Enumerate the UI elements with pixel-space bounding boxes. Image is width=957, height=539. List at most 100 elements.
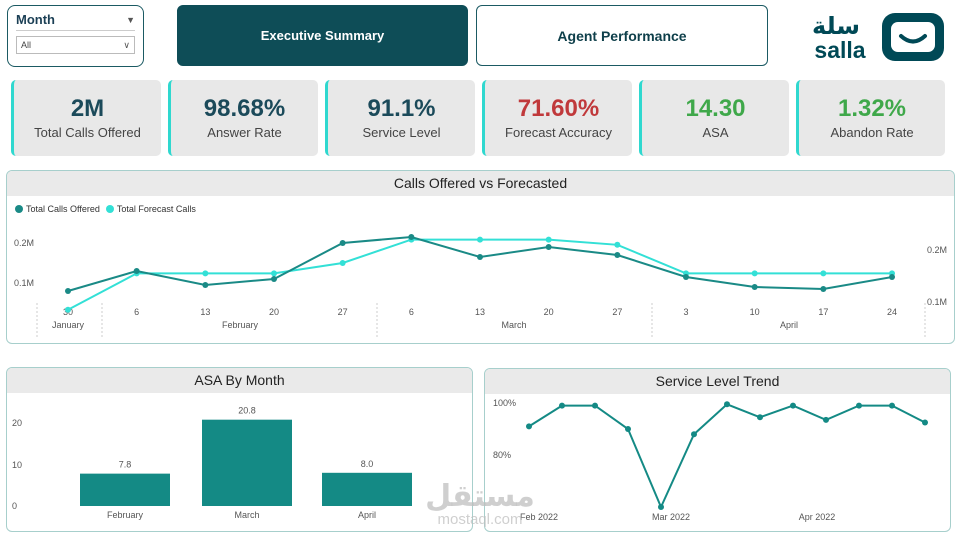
- data-point: [477, 254, 483, 260]
- kpi-card-forecast-accuracy: 71.60% Forecast Accuracy: [482, 80, 632, 156]
- x-tick-label: 6: [134, 307, 139, 317]
- data-point: [339, 260, 346, 266]
- series-line: [528, 403, 926, 510]
- chart-legend: Total Calls Offered Total Forecast Calls: [15, 204, 196, 214]
- logo-latin-text: salla: [814, 37, 865, 63]
- data-point: [658, 504, 664, 510]
- data-point: [202, 270, 209, 277]
- x-tick-label: April: [358, 510, 376, 520]
- x-tick-label: 20: [544, 307, 554, 317]
- kpi-label: Answer Rate: [207, 125, 282, 140]
- kpi-value: 14.30: [685, 95, 746, 122]
- slicer-title: Month: [16, 12, 55, 27]
- data-point: [477, 236, 483, 243]
- chart-title: Calls Offered vs Forecasted: [7, 171, 954, 196]
- x-tick-label: 17: [818, 307, 828, 317]
- month-label: March: [501, 320, 526, 330]
- y-tick-label: 80%: [493, 450, 511, 460]
- data-point: [592, 402, 598, 409]
- data-point: [757, 414, 763, 421]
- executive-summary-label: Executive Summary: [260, 28, 385, 43]
- x-tick-label: 27: [612, 307, 622, 317]
- data-point: [889, 402, 895, 409]
- kpi-card-answer-rate: 98.68% Answer Rate: [168, 80, 318, 156]
- y-tick-label: 0: [12, 501, 17, 511]
- data-point: [559, 402, 565, 409]
- executive-summary-button[interactable]: Executive Summary: [177, 5, 468, 66]
- x-tick-label: Mar 2022: [652, 512, 690, 522]
- x-tick-label: 24: [887, 307, 897, 317]
- kpi-label: Abandon Rate: [830, 125, 914, 140]
- agent-performance-button[interactable]: Agent Performance: [476, 5, 768, 66]
- shopping-bag-icon: [882, 13, 944, 61]
- y-left-tick-label: 0.2M: [14, 238, 34, 248]
- chevron-down-icon[interactable]: ∨: [123, 39, 130, 50]
- x-tick-label: 10: [750, 307, 760, 317]
- chart-title: ASA By Month: [7, 368, 472, 393]
- kpi-label: ASA: [702, 125, 729, 140]
- month-slicer[interactable]: Month ▼ All ∨: [7, 5, 144, 67]
- kpi-card-abandon-rate: 1.32% Abandon Rate: [796, 80, 945, 156]
- month-label: February: [222, 320, 259, 330]
- data-point: [823, 416, 829, 423]
- agent-performance-label: Agent Performance: [557, 27, 687, 44]
- kpi-card-asa: 14.30 ASA: [639, 80, 789, 156]
- kpi-value: 71.60%: [517, 95, 600, 122]
- y-right-tick-label: 0.1M: [927, 297, 947, 307]
- slicer-header[interactable]: Month ▼: [16, 12, 135, 31]
- service-level-line-chart: 100% 80% Feb 2022 Mar 2022 Apr 2022: [493, 398, 928, 522]
- series-line: [67, 235, 893, 292]
- logo-arabic-text: سلة: [812, 12, 860, 40]
- x-tick-label: Feb 2022: [520, 512, 558, 522]
- legend-item[interactable]: Total Calls Offered: [15, 204, 100, 214]
- bar: [202, 419, 292, 506]
- data-point: [65, 306, 71, 313]
- data-point: [526, 423, 532, 430]
- x-tick-label: Apr 2022: [799, 512, 836, 522]
- x-tick-label: 27: [338, 307, 348, 317]
- x-tick-label: 20: [269, 307, 279, 317]
- data-point: [202, 282, 209, 288]
- legend-item[interactable]: Total Forecast Calls: [105, 204, 196, 214]
- data-label: 7.8: [119, 460, 132, 470]
- x-tick-label: February: [107, 510, 144, 520]
- month-dropdown-value: All: [21, 40, 32, 50]
- kpi-label: Service Level: [362, 125, 441, 140]
- data-point: [751, 270, 758, 277]
- kpi-value: 91.1%: [367, 95, 436, 122]
- kpi-card-service-level: 91.1% Service Level: [325, 80, 475, 156]
- x-tick-label: March: [234, 510, 259, 520]
- data-point: [724, 401, 730, 408]
- legend-label: Total Forecast Calls: [116, 204, 196, 214]
- data-point: [133, 268, 140, 274]
- month-label: April: [780, 320, 798, 330]
- data-point: [271, 276, 277, 282]
- x-tick-label: 13: [475, 307, 485, 317]
- chevron-down-icon[interactable]: ▼: [126, 14, 135, 25]
- data-point: [545, 244, 552, 250]
- service-level-chart-panel: Service Level Trend 100% 80% Feb 2022 Mar 2…: [484, 368, 951, 532]
- data-point: [545, 236, 552, 243]
- data-point: [683, 274, 689, 280]
- x-tick-label: 13: [200, 307, 210, 317]
- data-point: [790, 402, 796, 409]
- kpi-value: 98.68%: [203, 95, 286, 122]
- legend-dot-icon: [15, 205, 23, 213]
- legend-label: Total Calls Offered: [26, 204, 100, 214]
- asa-chart-panel: ASA By Month 0 10 20 7.8 February 20.8 March 8.…: [6, 367, 473, 532]
- data-point: [65, 288, 71, 294]
- data-point: [751, 284, 758, 290]
- kpi-value: 1.32%: [837, 95, 907, 122]
- data-point: [339, 240, 346, 246]
- month-label: January: [52, 320, 85, 330]
- salla-logo: سلة salla: [806, 8, 946, 63]
- x-tick-label: 6: [409, 307, 414, 317]
- y-tick-label: 100%: [493, 398, 516, 408]
- calls-chart-panel: Calls Offered vs Forecasted Total Calls …: [6, 170, 955, 344]
- y-tick-label: 10: [12, 460, 22, 470]
- data-point: [614, 252, 621, 258]
- data-point: [820, 286, 827, 292]
- legend-dot-icon: [105, 205, 114, 213]
- month-dropdown[interactable]: All ∨: [16, 36, 135, 54]
- series-line: [67, 238, 892, 311]
